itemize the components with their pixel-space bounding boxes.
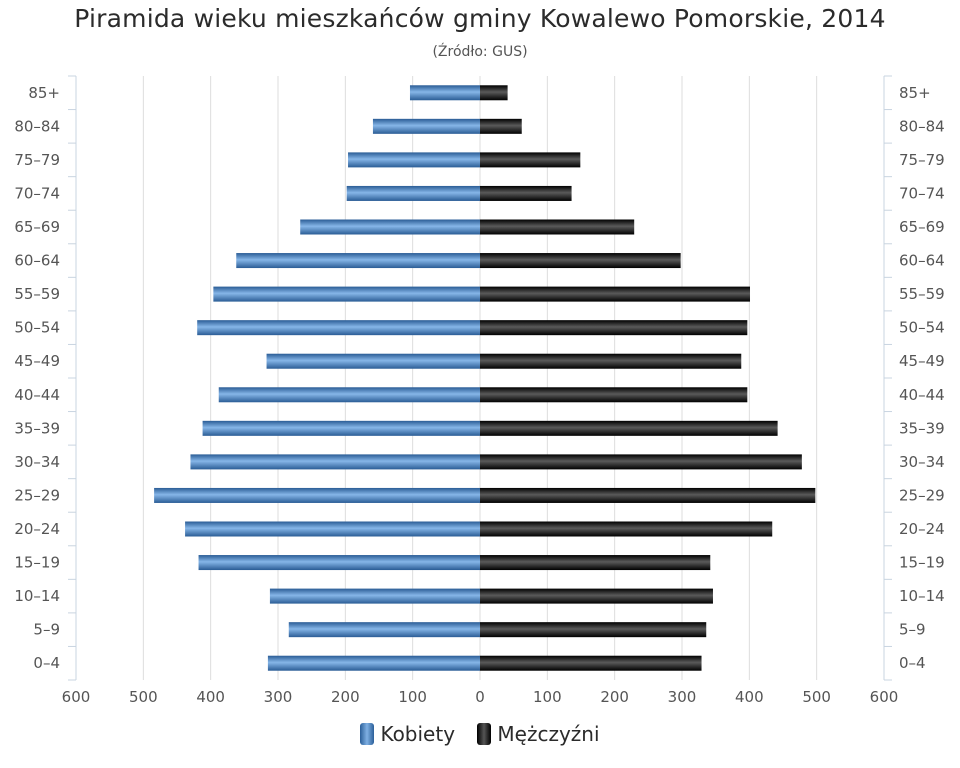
bar-women-45–49[interactable] bbox=[266, 353, 480, 369]
category-label-right: 70–74 bbox=[899, 184, 945, 202]
category-label-left: 20–24 bbox=[14, 520, 60, 538]
bar-men-15–19[interactable] bbox=[480, 555, 711, 571]
category-label-left: 40–44 bbox=[14, 386, 60, 404]
category-label-right: 65–69 bbox=[899, 218, 945, 236]
bar-women-5–9[interactable] bbox=[288, 622, 480, 638]
category-label-left: 10–14 bbox=[14, 587, 60, 605]
bar-women-50–54[interactable] bbox=[197, 320, 480, 336]
category-label-left: 80–84 bbox=[14, 117, 60, 135]
bar-women-85+[interactable] bbox=[409, 85, 480, 101]
category-label-left: 55–59 bbox=[14, 285, 60, 303]
chart-subtitle: (Źródło: GUS) bbox=[432, 44, 528, 60]
x-tick-label: 100 bbox=[533, 688, 562, 706]
category-label-left: 5–9 bbox=[33, 621, 60, 639]
category-label-right: 40–44 bbox=[899, 386, 945, 404]
category-label-left: 0–4 bbox=[33, 654, 60, 672]
x-tick-label: 500 bbox=[129, 688, 158, 706]
category-label-left: 35–39 bbox=[14, 419, 60, 437]
bar-men-20–24[interactable] bbox=[480, 521, 773, 537]
category-label-right: 85+ bbox=[899, 84, 931, 102]
bar-women-35–39[interactable] bbox=[202, 420, 480, 436]
legend-swatch-men bbox=[477, 723, 492, 745]
category-label-left: 25–29 bbox=[14, 486, 60, 504]
category-label-left: 60–64 bbox=[14, 252, 60, 270]
legend: Kobiety Mężczyźni bbox=[0, 722, 960, 750]
bar-men-70–74[interactable] bbox=[480, 185, 572, 201]
category-label-right: 10–14 bbox=[899, 587, 945, 605]
x-tick-label: 0 bbox=[475, 688, 485, 706]
category-label-right: 55–59 bbox=[899, 285, 945, 303]
bar-women-10–14[interactable] bbox=[269, 588, 480, 604]
category-label-right: 80–84 bbox=[899, 117, 945, 135]
legend-label-women: Kobiety bbox=[380, 722, 456, 746]
bar-men-35–39[interactable] bbox=[480, 420, 778, 436]
bar-men-55–59[interactable] bbox=[480, 286, 751, 302]
legend-swatch-women bbox=[360, 723, 375, 745]
bar-men-30–34[interactable] bbox=[480, 454, 802, 470]
category-label-left: 45–49 bbox=[14, 352, 60, 370]
x-tick-label: 500 bbox=[802, 688, 831, 706]
bar-women-20–24[interactable] bbox=[185, 521, 480, 537]
bar-women-25–29[interactable] bbox=[154, 487, 480, 503]
bar-women-60–64[interactable] bbox=[236, 253, 480, 269]
x-tick-label: 100 bbox=[398, 688, 427, 706]
x-tick-label: 400 bbox=[735, 688, 764, 706]
category-label-left: 30–34 bbox=[14, 453, 60, 471]
bar-men-65–69[interactable] bbox=[480, 219, 635, 235]
bar-men-5–9[interactable] bbox=[480, 622, 707, 638]
x-tick-label: 300 bbox=[264, 688, 293, 706]
chart-title: Piramida wieku mieszkańców gminy Kowalew… bbox=[74, 4, 886, 33]
bar-women-30–34[interactable] bbox=[190, 454, 480, 470]
bar-men-60–64[interactable] bbox=[480, 253, 681, 269]
category-label-left: 65–69 bbox=[14, 218, 60, 236]
category-label-right: 50–54 bbox=[899, 319, 945, 337]
category-label-right: 15–19 bbox=[899, 554, 945, 572]
bar-men-85+[interactable] bbox=[480, 85, 508, 101]
category-label-right: 75–79 bbox=[899, 151, 945, 169]
bar-women-0–4[interactable] bbox=[267, 655, 480, 671]
bar-women-65–69[interactable] bbox=[300, 219, 480, 235]
bar-men-50–54[interactable] bbox=[480, 320, 748, 336]
category-label-right: 20–24 bbox=[899, 520, 945, 538]
bar-men-10–14[interactable] bbox=[480, 588, 713, 604]
bar-women-40–44[interactable] bbox=[218, 387, 480, 403]
x-tick-label: 600 bbox=[62, 688, 91, 706]
category-label-right: 30–34 bbox=[899, 453, 945, 471]
x-tick-label: 200 bbox=[331, 688, 360, 706]
category-label-left: 75–79 bbox=[14, 151, 60, 169]
legend-item-men[interactable]: Mężczyźni bbox=[477, 722, 600, 746]
x-tick-label: 200 bbox=[600, 688, 629, 706]
bar-men-0–4[interactable] bbox=[480, 655, 702, 671]
legend-label-men: Mężczyźni bbox=[497, 722, 600, 746]
category-label-right: 5–9 bbox=[899, 621, 926, 639]
category-label-right: 25–29 bbox=[899, 486, 945, 504]
x-tick-label: 300 bbox=[668, 688, 697, 706]
category-label-right: 60–64 bbox=[899, 252, 945, 270]
x-tick-label: 600 bbox=[870, 688, 899, 706]
bar-men-25–29[interactable] bbox=[480, 487, 816, 503]
category-label-left: 70–74 bbox=[14, 184, 60, 202]
x-tick-label: 400 bbox=[196, 688, 225, 706]
bar-women-70–74[interactable] bbox=[346, 185, 480, 201]
bar-women-75–79[interactable] bbox=[348, 152, 480, 168]
bar-men-45–49[interactable] bbox=[480, 353, 742, 369]
bar-women-80–84[interactable] bbox=[372, 118, 480, 134]
bar-women-15–19[interactable] bbox=[198, 555, 480, 571]
bar-men-80–84[interactable] bbox=[480, 118, 522, 134]
category-label-left: 85+ bbox=[28, 84, 60, 102]
category-label-right: 45–49 bbox=[899, 352, 945, 370]
category-label-right: 35–39 bbox=[899, 419, 945, 437]
category-label-left: 15–19 bbox=[14, 554, 60, 572]
legend-item-women[interactable]: Kobiety bbox=[360, 722, 455, 746]
category-label-right: 0–4 bbox=[899, 654, 926, 672]
bar-women-55–59[interactable] bbox=[213, 286, 481, 302]
bar-men-75–79[interactable] bbox=[480, 152, 581, 168]
bar-men-40–44[interactable] bbox=[480, 387, 748, 403]
category-label-left: 50–54 bbox=[14, 319, 60, 337]
